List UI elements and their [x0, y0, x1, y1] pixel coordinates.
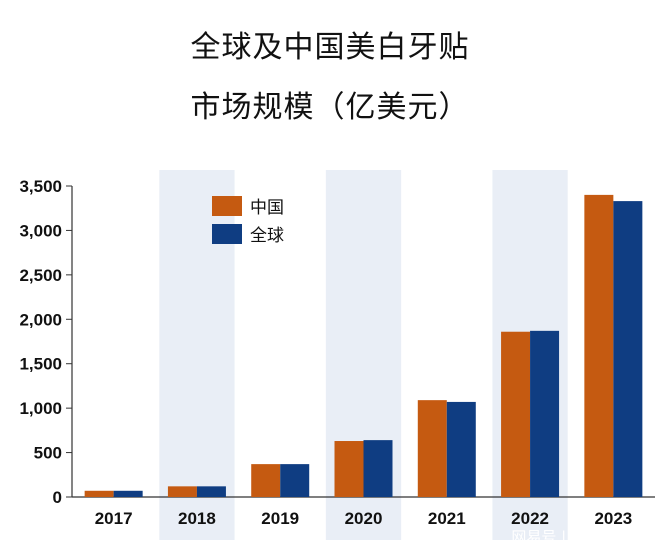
x-tick-label: 2022: [511, 509, 549, 528]
bar-2020-series-0: [334, 441, 364, 497]
bar-2022-series-1: [530, 330, 560, 497]
bar-2019-series-0: [251, 464, 281, 497]
bar-2021-series-0: [417, 400, 447, 497]
x-tick-label: 2021: [428, 509, 466, 528]
bar-2020-series-1: [363, 440, 393, 497]
y-tick-label: 3,000: [19, 221, 62, 240]
bar-2018-series-1: [196, 486, 226, 497]
bar-2023-series-0: [584, 194, 614, 497]
y-tick-label: 1,000: [19, 399, 62, 418]
bar-2023-series-1: [613, 201, 643, 497]
watermark-text: 网易号 | 贝哲斯咨询: [511, 528, 646, 546]
bars: [84, 194, 643, 497]
bar-2019-series-1: [280, 464, 310, 497]
chart-title-line-2: 市场规模（亿美元）: [190, 90, 470, 125]
x-tick-label: 2019: [261, 509, 299, 528]
bar-2022-series-0: [501, 331, 531, 497]
y-tick-label: 2,000: [19, 310, 62, 329]
legend-label: 中国: [250, 198, 284, 218]
legend-swatch: [212, 224, 242, 244]
axes: 0 500 1,000 1,500 2,000 2,500 3,000 3,500 2017 20…: [19, 177, 655, 528]
watermark: 网易号 | 贝哲斯咨询: [511, 528, 646, 546]
y-tick-label: 2,500: [19, 266, 62, 285]
y-tick-label: 0: [53, 488, 62, 507]
y-tick-label: 500: [34, 444, 62, 463]
chart-title-line-1: 全球及中国美白牙贴: [190, 30, 470, 65]
bar-2017-series-1: [113, 490, 143, 497]
x-tick-label: 2020: [345, 509, 383, 528]
legend-label: 全球: [250, 226, 284, 246]
bar-2018-series-0: [167, 486, 197, 497]
y-tick-label: 3,500: [19, 177, 62, 196]
x-tick-label: 2017: [95, 509, 133, 528]
x-tick-label: 2023: [594, 509, 632, 528]
bar-2021-series-1: [446, 401, 476, 497]
bar-2017-series-0: [84, 490, 114, 497]
legend-swatch: [212, 196, 242, 216]
y-tick-label: 1,500: [19, 355, 62, 374]
x-tick-label: 2018: [178, 509, 216, 528]
